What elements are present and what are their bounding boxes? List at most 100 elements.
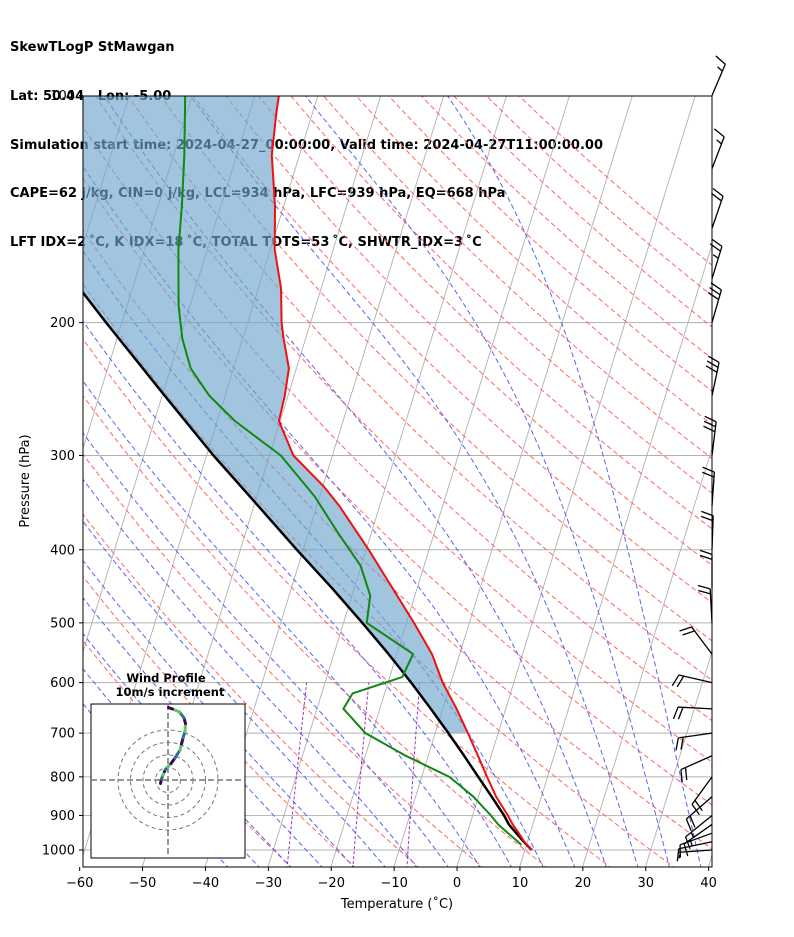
barb-flag bbox=[684, 836, 691, 849]
barb-flag bbox=[691, 804, 700, 816]
barb-flag bbox=[702, 466, 715, 473]
wind-barb bbox=[711, 128, 725, 169]
barb-flag bbox=[680, 737, 684, 750]
barb-flag bbox=[671, 674, 680, 687]
moist-adiabat-line bbox=[83, 380, 481, 867]
barb-flag bbox=[685, 818, 692, 831]
mixing-ratio-line bbox=[406, 682, 421, 867]
dry-adiabat-line bbox=[388, 96, 712, 392]
wind-barb bbox=[700, 510, 714, 550]
isotherm-line bbox=[771, 79, 794, 869]
dewpoint-line bbox=[177, 96, 523, 846]
barb-staff bbox=[678, 732, 713, 739]
x-tick-label: 10 bbox=[512, 876, 529, 891]
barb-staff bbox=[678, 674, 713, 684]
dry-adiabat-line bbox=[83, 125, 712, 763]
y-tick-label: 400 bbox=[50, 543, 75, 558]
x-tick-label: 0 bbox=[453, 876, 461, 891]
barb-staff bbox=[680, 755, 713, 771]
y-axis-label: Pressure (hPa) bbox=[18, 434, 33, 527]
wind-barb bbox=[711, 55, 726, 96]
x-tick-label: −60 bbox=[66, 876, 93, 891]
moist-adiabat-line bbox=[83, 559, 355, 867]
barb-flag bbox=[711, 238, 723, 247]
x-axis-label: Temperature (˚C) bbox=[340, 896, 453, 912]
x-tick-label: −10 bbox=[380, 876, 407, 891]
wind-barb bbox=[683, 823, 713, 857]
dry-adiabat-line bbox=[225, 96, 712, 566]
wind-barb bbox=[709, 238, 723, 280]
barb-staff bbox=[711, 515, 714, 550]
barb-flag bbox=[700, 515, 714, 522]
moist-adiabat-line bbox=[83, 478, 418, 867]
wind-barb bbox=[699, 549, 713, 589]
barb-flag bbox=[701, 510, 714, 517]
wind-barb bbox=[703, 415, 717, 456]
barb-flag bbox=[699, 549, 713, 555]
y-tick-label: 200 bbox=[50, 316, 75, 331]
y-tick-label: 800 bbox=[50, 770, 75, 785]
wind-barbs bbox=[671, 55, 726, 862]
barb-staff bbox=[711, 196, 724, 229]
inset-title: Wind Profile bbox=[126, 671, 206, 685]
isotherm-line bbox=[393, 96, 633, 867]
barb-flag bbox=[694, 799, 703, 812]
barb-flag bbox=[711, 192, 722, 202]
isotherm-line bbox=[582, 446, 712, 867]
dry-adiabat-line bbox=[290, 96, 712, 494]
wind-barb bbox=[697, 584, 713, 623]
barb-flag bbox=[709, 243, 721, 252]
moist-adiabat-line bbox=[447, 96, 702, 867]
mixing-ratio-line bbox=[286, 682, 308, 867]
barb-flag bbox=[702, 471, 715, 478]
barb-flag bbox=[697, 584, 711, 590]
dry-adiabat-line bbox=[485, 96, 712, 297]
barb-half-flag bbox=[712, 254, 719, 259]
barb-staff bbox=[685, 814, 713, 838]
barb-flag bbox=[684, 767, 688, 781]
x-tick-label: −30 bbox=[255, 876, 282, 891]
dry-adiabat-line bbox=[355, 96, 712, 426]
barb-staff bbox=[711, 289, 722, 323]
wind-barb bbox=[679, 626, 713, 655]
wind-barb bbox=[707, 282, 722, 323]
barb-flag bbox=[715, 55, 726, 65]
isotherm-line bbox=[707, 853, 712, 867]
barb-flag bbox=[698, 589, 711, 595]
barb-flag bbox=[707, 291, 719, 301]
dry-adiabat-line bbox=[420, 96, 712, 360]
moist-adiabat-line bbox=[83, 320, 513, 867]
dry-adiabat-line bbox=[192, 96, 712, 604]
dry-adiabat-line bbox=[453, 96, 712, 328]
x-tick-label: −40 bbox=[192, 876, 219, 891]
barb-flag bbox=[682, 630, 695, 636]
barb-flag bbox=[704, 415, 717, 423]
wind-barb bbox=[672, 706, 713, 720]
wind-barb bbox=[685, 796, 713, 831]
barb-flag bbox=[677, 707, 684, 720]
barb-half-flag bbox=[690, 831, 695, 839]
barb-half-flag bbox=[717, 66, 723, 72]
dry-adiabat-line bbox=[518, 96, 712, 266]
isotherm-line bbox=[0, 79, 9, 869]
barb-staff bbox=[678, 841, 713, 850]
isotherm-line bbox=[644, 650, 712, 867]
y-tick-label: 900 bbox=[50, 809, 75, 824]
barb-staff bbox=[711, 63, 726, 96]
barb-staff bbox=[711, 472, 716, 507]
parcel-line bbox=[83, 290, 533, 851]
x-tick-label: −20 bbox=[318, 876, 345, 891]
temperature-line bbox=[270, 96, 533, 851]
barb-flag bbox=[672, 706, 679, 720]
barb-flag bbox=[676, 675, 685, 688]
y-tick-label: 300 bbox=[50, 449, 75, 464]
inset-subtitle: 10m/s increment bbox=[116, 685, 225, 699]
barb-flag bbox=[679, 626, 692, 632]
moist-adiabat-line bbox=[83, 520, 386, 867]
moist-adiabat-line bbox=[83, 432, 449, 867]
moist-adiabat-line bbox=[83, 597, 323, 867]
wind-barb bbox=[671, 674, 713, 688]
wind-barb bbox=[691, 776, 713, 816]
sounding-profiles bbox=[83, 96, 533, 851]
barb-flag bbox=[703, 420, 716, 428]
